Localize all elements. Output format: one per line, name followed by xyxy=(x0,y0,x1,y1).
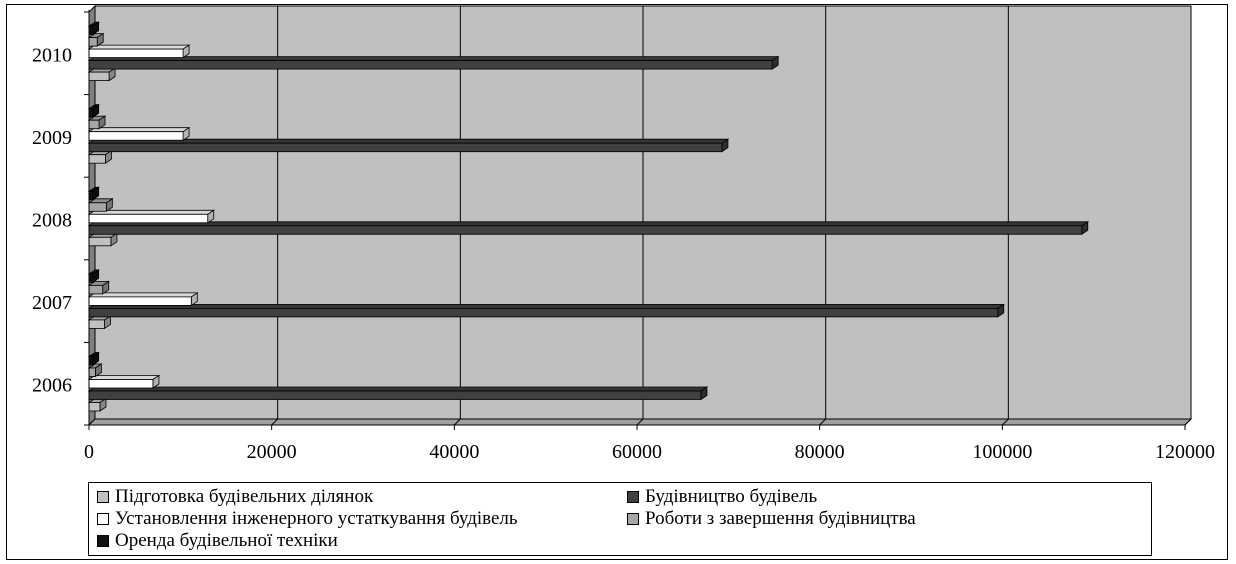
bar xyxy=(87,280,111,295)
gridline-floor xyxy=(271,418,279,426)
x-tick-label: 20000 xyxy=(247,441,297,463)
x-tick-label: 60000 xyxy=(612,441,662,463)
legend-label: Оренда будівельної техніки xyxy=(115,530,338,551)
y-tick-label: 2008 xyxy=(32,210,72,232)
legend-entry: Оренда будівельної техніки xyxy=(97,530,627,552)
bar xyxy=(87,232,119,247)
x-tick-label: 40000 xyxy=(429,441,479,463)
chart-legend: Підготовка будівельних ділянок Будівництв… xyxy=(88,482,1152,556)
gridline-floor xyxy=(1001,418,1009,426)
x-tick-label: 120000 xyxy=(1155,441,1215,463)
legend-swatch xyxy=(627,491,639,503)
x-tick-label: 80000 xyxy=(795,441,845,463)
legend-entry: Підготовка будівельних ділянок xyxy=(97,486,627,508)
legend-label: Роботи з завершення будівництва xyxy=(645,508,916,529)
bar xyxy=(87,374,161,389)
legend-swatch xyxy=(97,513,109,525)
bar xyxy=(87,221,1090,236)
legend-entry: Роботи з завершення будівництва xyxy=(627,508,1127,530)
legend-entry: Установлення інженерного устаткування бу… xyxy=(97,508,627,530)
x-tick-label: 100000 xyxy=(972,441,1032,463)
bar xyxy=(87,138,730,153)
bar xyxy=(87,269,100,284)
bar xyxy=(87,67,117,82)
y-tick-label: 2007 xyxy=(32,292,72,314)
gridline-floor xyxy=(819,418,827,426)
legend-label: Будівництво будівель xyxy=(645,486,818,507)
bar xyxy=(87,44,191,59)
legend-label: Підготовка будівельних ділянок xyxy=(115,486,374,507)
legend-entry: Будівництво будівель xyxy=(627,486,1127,508)
y-tick-label: 2006 xyxy=(32,375,72,397)
legend-swatch xyxy=(627,513,639,525)
bar xyxy=(87,292,199,307)
gridline-floor xyxy=(1184,418,1192,426)
gridline-floor xyxy=(453,418,461,426)
legend-swatch xyxy=(97,491,109,503)
bar xyxy=(87,315,112,330)
legend-label: Установлення інженерного устаткування бу… xyxy=(115,508,518,529)
bar xyxy=(87,209,216,224)
y-tick-label: 2010 xyxy=(32,44,72,66)
bar xyxy=(87,351,100,366)
bar xyxy=(87,386,709,401)
bar xyxy=(87,55,780,70)
bar xyxy=(87,303,1006,318)
bar xyxy=(87,21,100,36)
x-tick-label: 0 xyxy=(84,441,94,463)
bar xyxy=(87,32,105,47)
chart-frame xyxy=(6,4,1228,560)
bar xyxy=(87,126,191,141)
y-tick-label: 2009 xyxy=(32,127,72,149)
legend-swatch xyxy=(97,535,109,547)
bar xyxy=(87,397,108,412)
gridline-floor xyxy=(636,418,644,426)
bar xyxy=(87,198,114,213)
bar xyxy=(87,149,113,164)
